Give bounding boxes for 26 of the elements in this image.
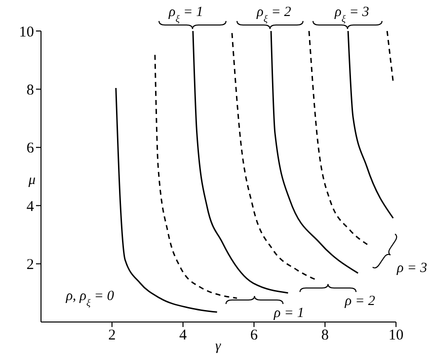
line-series — [308, 31, 369, 246]
y-tick-label: 10 — [19, 24, 34, 40]
x-tick-label: 6 — [250, 328, 258, 344]
line-series — [270, 31, 359, 274]
line-series — [192, 31, 289, 294]
annotation: ρ = 1 — [272, 306, 304, 321]
text: ρ$_{ξ}$ = 2 — [256, 5, 292, 24]
y-axis-title: μ — [27, 173, 36, 188]
line-series — [115, 87, 218, 313]
x-tick-label: 10 — [388, 328, 404, 344]
line-series — [347, 31, 394, 219]
y-tick-label: 2 — [26, 257, 34, 274]
x-axis-title: γ — [215, 339, 222, 354]
line-series — [231, 32, 318, 281]
x-tick-label: 8 — [321, 328, 329, 344]
y-tick-label: 6 — [26, 140, 34, 157]
y-tick-label: 8 — [26, 82, 34, 99]
line-series — [154, 54, 238, 299]
x-tick-label: 2 — [108, 328, 116, 344]
y-tick-label: 4 — [26, 198, 34, 215]
annotation: ρ, ρ$_{ξ}$ = 0 — [64, 289, 114, 308]
x-tick-label: 4 — [179, 328, 188, 344]
text: ρ$_{ξ}$ = 1 — [168, 5, 204, 24]
text: ρ$_{ξ}$ = 3 — [334, 5, 370, 24]
text: ρ = 3 — [396, 261, 428, 276]
annotation: ρ = 2 — [344, 294, 376, 309]
